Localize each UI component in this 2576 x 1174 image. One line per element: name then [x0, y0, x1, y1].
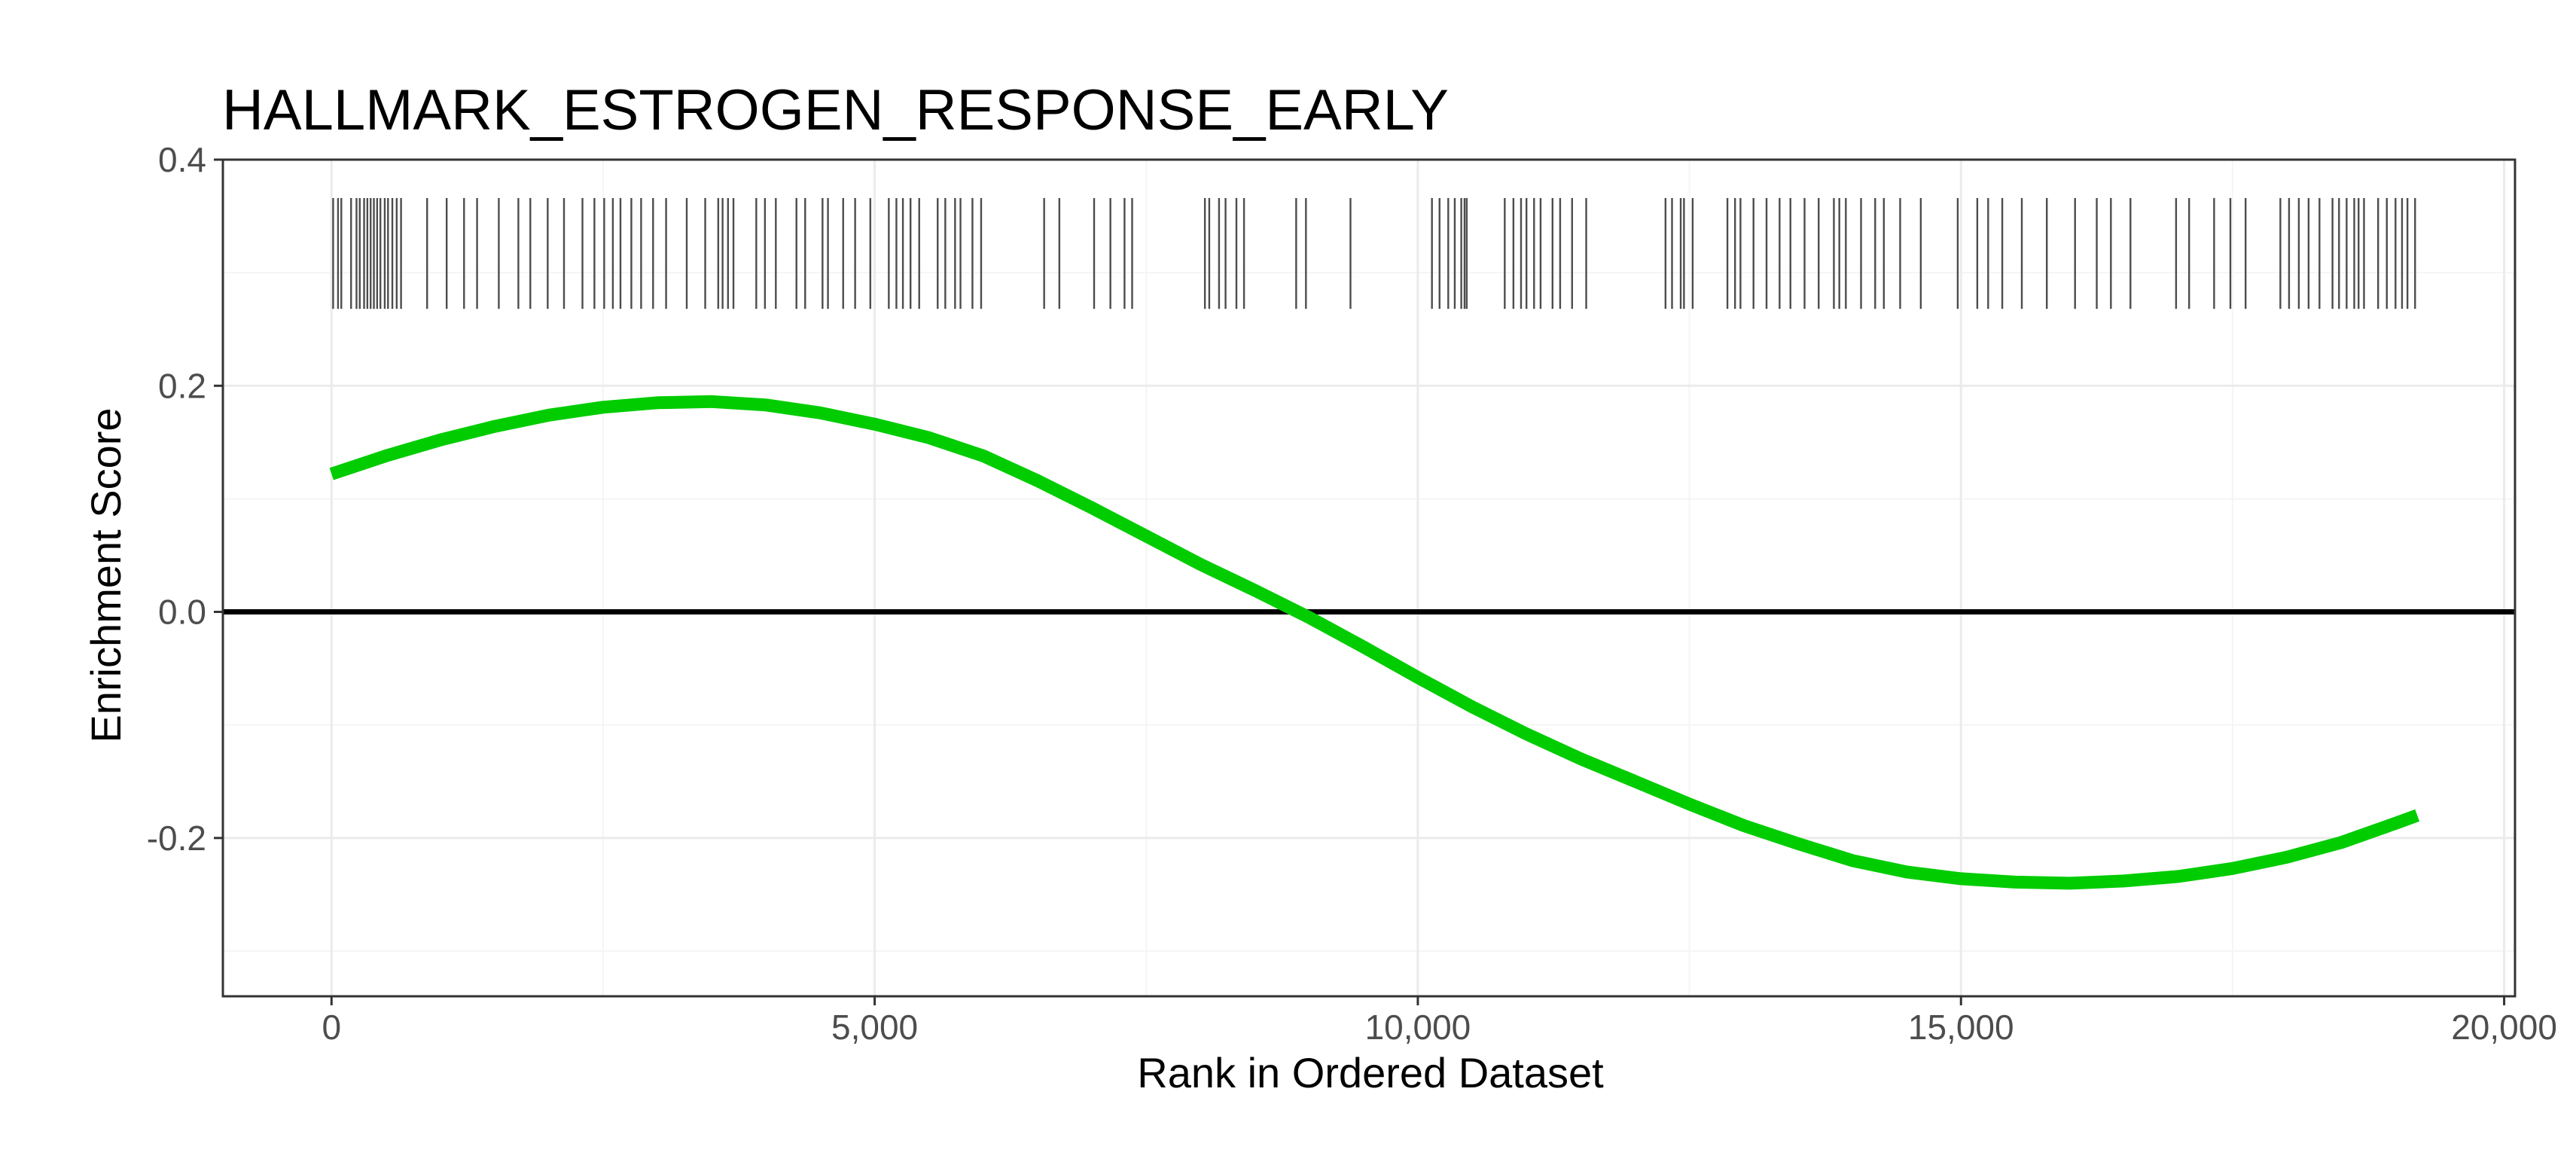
y-tick-label: 0.2: [158, 366, 206, 405]
y-tick-label: -0.2: [147, 819, 206, 858]
chart-title: HALLMARK_ESTROGEN_RESPONSE_EARLY: [222, 78, 1449, 142]
y-tick-label: 0.0: [158, 593, 206, 632]
x-tick-label: 15,000: [1908, 1008, 2014, 1047]
y-tick-label: 0.4: [158, 140, 206, 179]
rug-marks: [332, 198, 2416, 310]
enrichment-curve: [329, 395, 2420, 890]
x-tick-label: 5,000: [831, 1008, 918, 1047]
enrichment-curve-layer: [329, 395, 2420, 890]
y-axis-title: Enrichment Score: [82, 407, 130, 743]
axis-ticks: 0 5,000 10,000 15,000 20,000 -0.2 0.0 0.2 0.4: [147, 140, 2557, 1047]
x-tick-label: 20,000: [2451, 1008, 2557, 1047]
x-tick-label: 0: [322, 1008, 341, 1047]
x-tick-label: 10,000: [1365, 1008, 1471, 1047]
x-axis-title: Rank in Ordered Dataset: [1137, 1049, 1604, 1096]
panel-border: [221, 158, 2517, 998]
